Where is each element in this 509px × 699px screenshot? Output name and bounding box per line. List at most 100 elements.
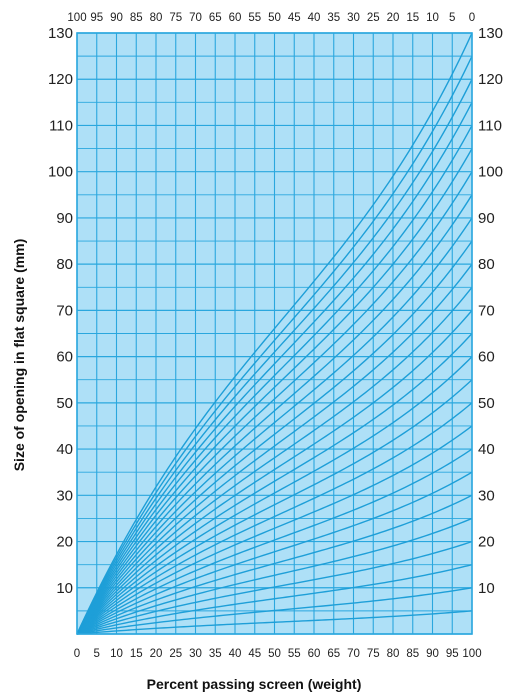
y-tick-label-left: 70	[56, 302, 73, 319]
y-tick-label-right: 100	[478, 164, 503, 181]
y-tick-label-left: 10	[56, 580, 73, 597]
x-tick-label-bottom: 95	[446, 648, 459, 660]
y-tick-label-right: 40	[478, 441, 495, 458]
x-tick-label-top: 30	[347, 12, 360, 24]
x-tick-label-bottom: 10	[110, 648, 123, 660]
x-tick-label-bottom: 65	[327, 648, 340, 660]
y-tick-label-right: 120	[478, 71, 503, 88]
y-tick-label-left: 40	[56, 441, 73, 458]
gradation-curve	[76, 563, 473, 635]
x-tick-label-top: 85	[130, 12, 143, 24]
gradation-curve	[76, 55, 473, 635]
gradation-curve	[76, 587, 473, 635]
x-tick-label-top: 55	[248, 12, 261, 24]
gradation-curve	[76, 148, 473, 635]
y-tick-label-right: 60	[478, 349, 495, 366]
y-tick-label-right: 30	[478, 487, 495, 504]
y-tick-label-right: 10	[478, 580, 495, 597]
x-tick-label-bottom: 25	[169, 648, 182, 660]
y-tick-label-right: 110	[478, 117, 502, 134]
x-tick-label-top: 35	[327, 12, 340, 24]
gradation-curve	[76, 402, 473, 635]
x-tick-label-top: 80	[150, 12, 163, 24]
gradation-curve	[76, 102, 473, 635]
x-tick-label-top: 5	[449, 12, 455, 24]
x-tick-label-bottom: 60	[308, 648, 321, 660]
x-tick-label-top: 70	[189, 12, 202, 24]
y-tick-label-left: 100	[48, 164, 73, 181]
gradation-curve	[76, 540, 473, 635]
x-tick-label-bottom: 30	[189, 648, 202, 660]
gradation-curve	[76, 309, 473, 635]
gradation-curve	[76, 517, 473, 635]
x-tick-label-bottom: 40	[229, 648, 242, 660]
y-tick-label-right: 130	[478, 25, 503, 42]
y-tick-label-right: 80	[478, 256, 495, 273]
y-axis-title: Size of opening in flat square (mm)	[11, 239, 27, 472]
x-tick-label-bottom: 100	[462, 648, 481, 660]
x-tick-label-top: 25	[367, 12, 380, 24]
gradation-curve	[76, 356, 473, 635]
x-tick-label-bottom: 5	[94, 648, 100, 660]
x-tick-label-top: 100	[67, 12, 86, 24]
gradation-curve	[76, 425, 473, 635]
x-tick-label-top: 0	[469, 12, 475, 24]
x-tick-label-bottom: 20	[150, 648, 163, 660]
gradation-curve	[76, 610, 473, 635]
x-tick-label-top: 10	[426, 12, 439, 24]
x-tick-label-bottom: 45	[248, 648, 261, 660]
y-tick-label-left: 120	[48, 71, 73, 88]
y-tick-label-right: 50	[478, 395, 495, 412]
x-tick-label-bottom: 70	[347, 648, 360, 660]
gradation-curve	[76, 333, 473, 635]
x-tick-label-top: 20	[387, 12, 400, 24]
gradation-curve	[76, 494, 473, 635]
x-tick-label-bottom: 0	[74, 648, 80, 660]
y-tick-label-left: 110	[49, 117, 73, 134]
x-tick-label-top: 90	[110, 12, 123, 24]
y-tick-label-right: 70	[478, 302, 495, 319]
y-tick-label-right: 20	[478, 534, 495, 551]
gradation-curve	[76, 78, 473, 635]
y-tick-label-left: 90	[56, 210, 73, 227]
x-tick-label-bottom: 85	[406, 648, 419, 660]
x-tick-label-bottom: 75	[367, 648, 380, 660]
curves	[76, 32, 473, 635]
x-axis-title: Percent passing screen (weight)	[147, 676, 362, 692]
y-tick-label-left: 20	[56, 534, 73, 551]
x-tick-label-top: 40	[308, 12, 321, 24]
gradation-curve	[76, 32, 473, 635]
y-tick-label-left: 80	[56, 256, 73, 273]
x-tick-label-top: 65	[209, 12, 222, 24]
y-tick-label-left: 30	[56, 487, 73, 504]
gradation-curve	[76, 286, 473, 635]
gradation-curve	[76, 194, 473, 635]
x-tick-label-top: 45	[288, 12, 301, 24]
x-tick-label-top: 95	[90, 12, 103, 24]
gradation-curve	[76, 171, 473, 635]
gradation-curve	[76, 471, 473, 635]
x-tick-label-top: 50	[268, 12, 281, 24]
x-tick-label-bottom: 80	[387, 648, 400, 660]
gradation-curve	[76, 379, 473, 635]
plot-border	[76, 32, 473, 635]
gradation-curve	[76, 217, 473, 635]
x-tick-label-top: 75	[169, 12, 182, 24]
x-tick-label-bottom: 50	[268, 648, 281, 660]
gradation-curve	[76, 240, 473, 635]
x-tick-label-top: 60	[229, 12, 242, 24]
gradation-curve	[76, 448, 473, 635]
gradation-curve	[76, 263, 473, 635]
y-tick-label-right: 90	[478, 210, 495, 227]
x-tick-label-bottom: 35	[209, 648, 222, 660]
y-tick-label-left: 130	[48, 25, 73, 42]
x-tick-label-bottom: 90	[426, 648, 439, 660]
y-tick-label-left: 50	[56, 395, 73, 412]
y-tick-label-left: 60	[56, 349, 73, 366]
gradation-curve	[76, 125, 473, 635]
x-tick-label-top: 15	[406, 12, 419, 24]
x-tick-label-bottom: 55	[288, 648, 301, 660]
x-tick-label-bottom: 15	[130, 648, 143, 660]
tick-labels: 0 5 10 15 20 25 30 35 40 45 50 55 60 65 70 75 80 85 90 95 10…	[48, 12, 503, 660]
